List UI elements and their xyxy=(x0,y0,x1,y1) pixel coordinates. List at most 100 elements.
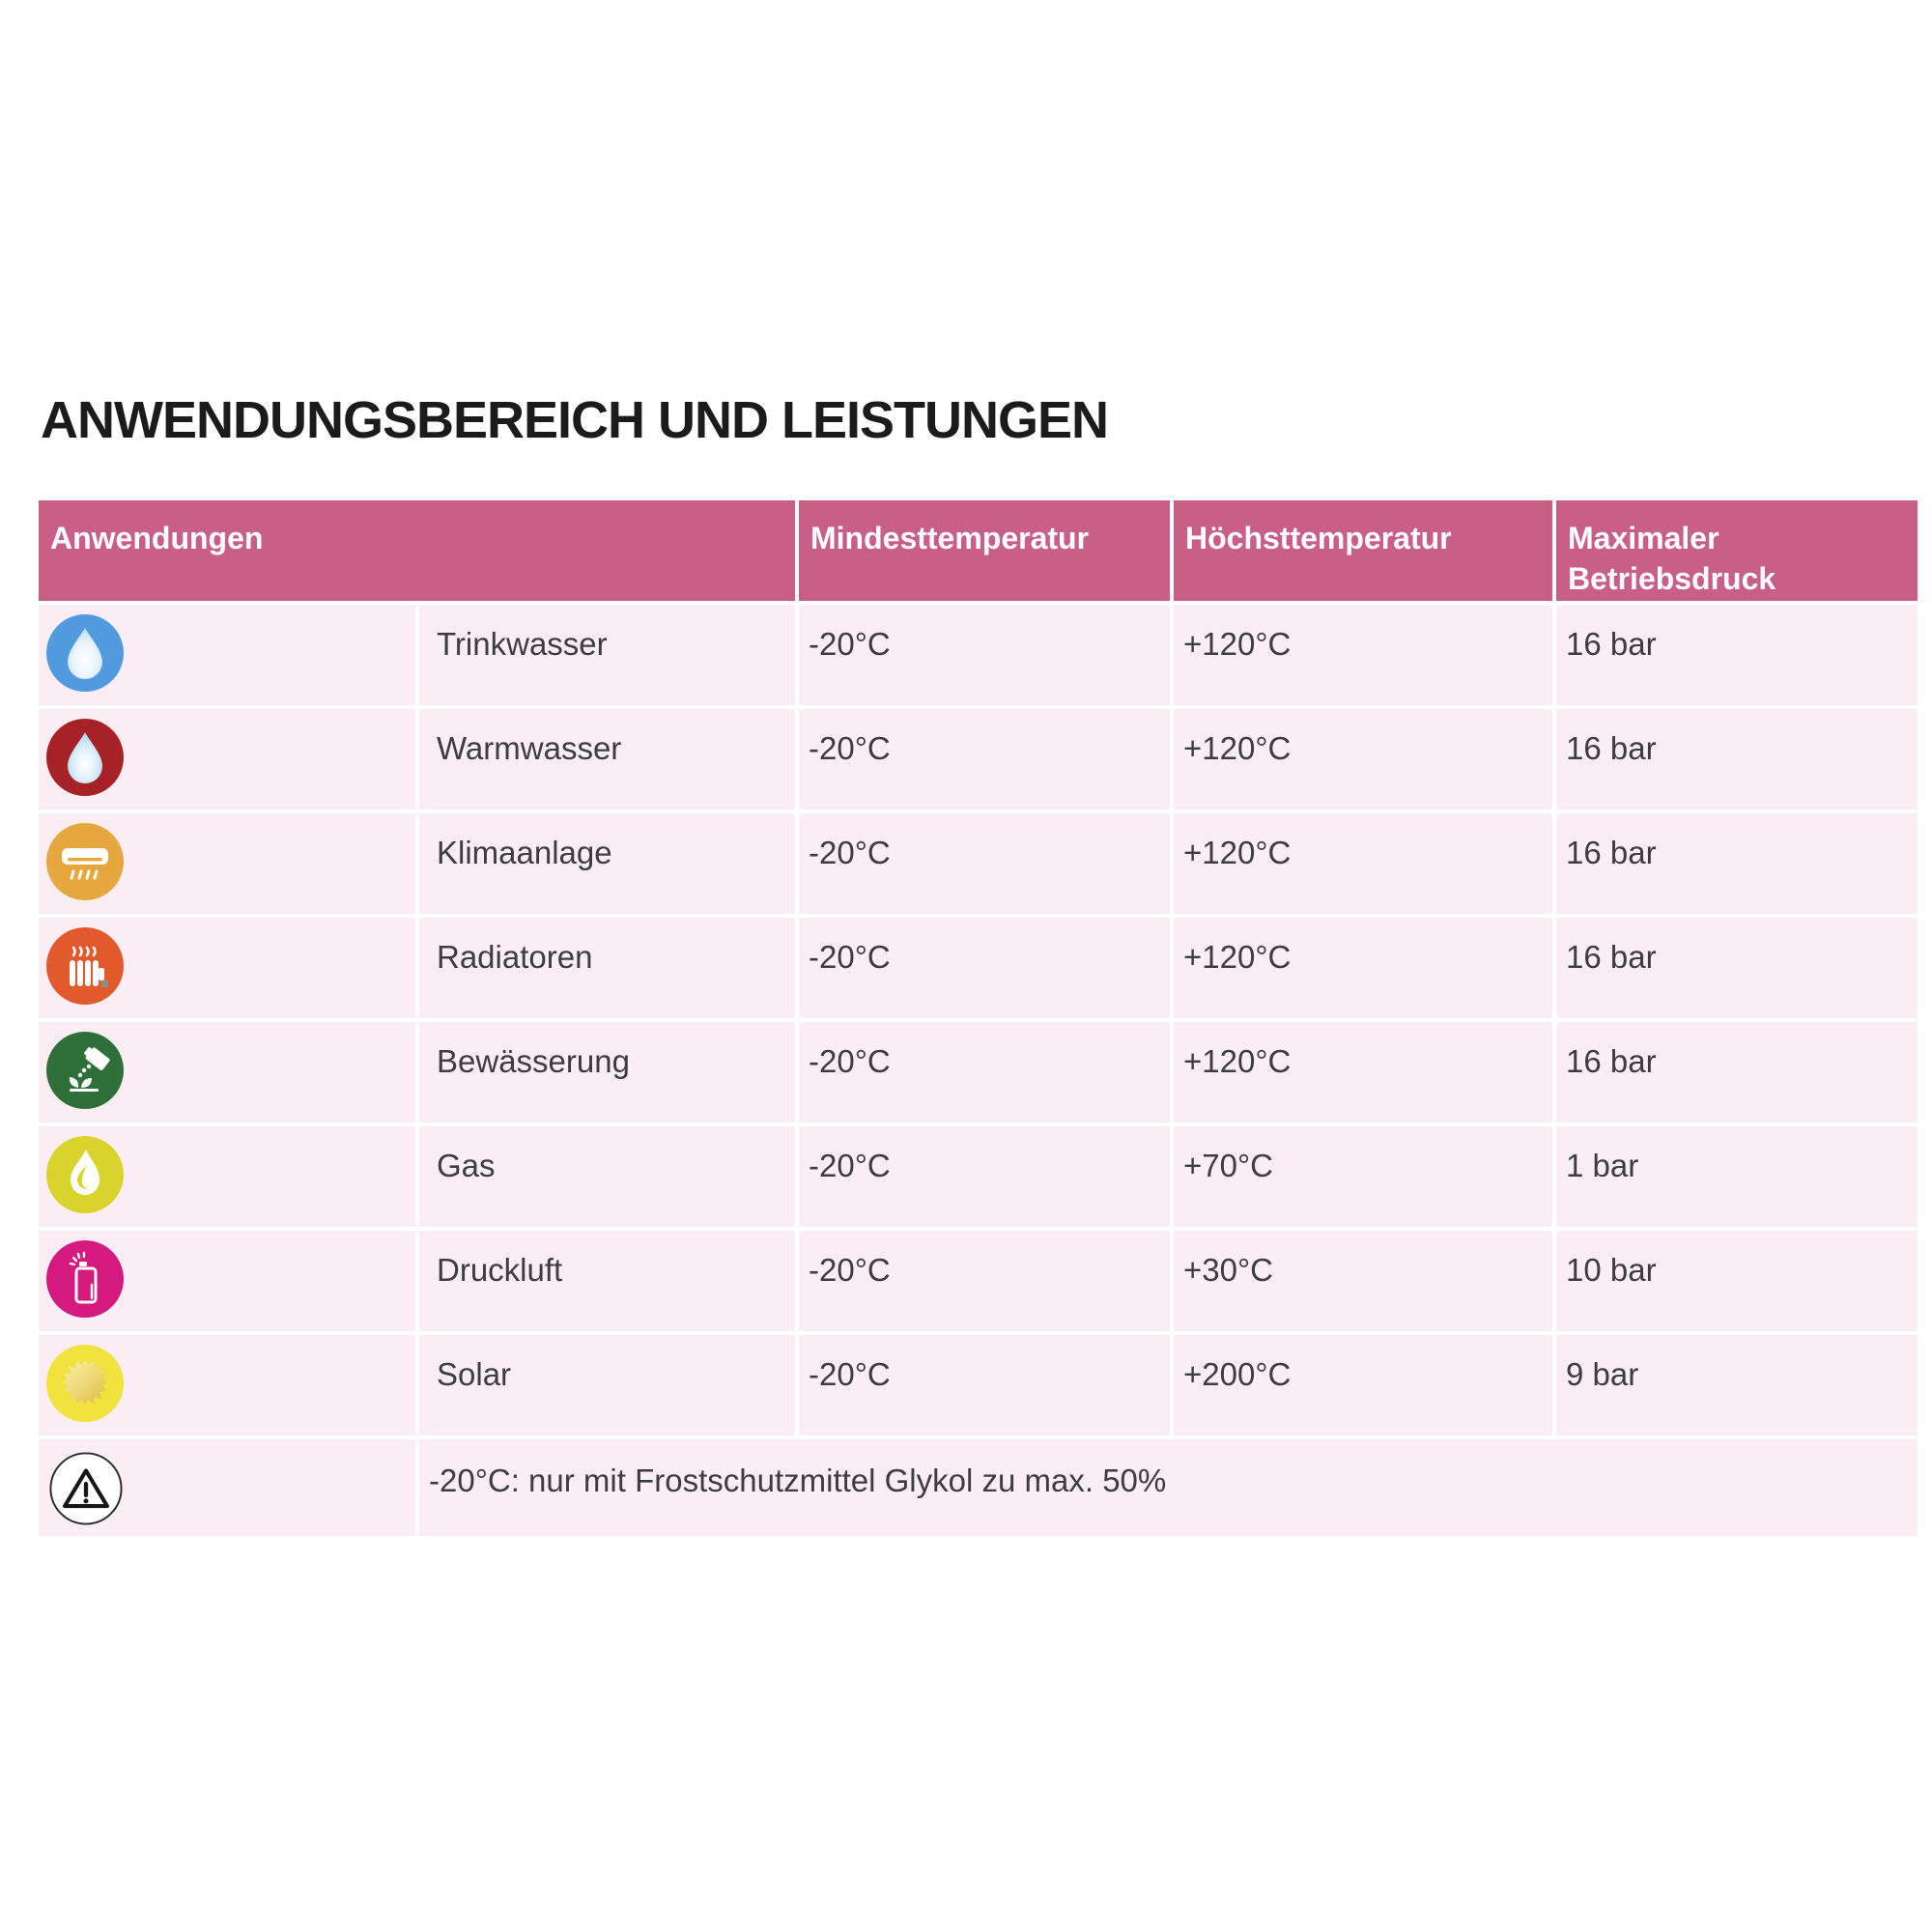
max-pressure-cell: 16 bar xyxy=(1556,709,1918,810)
max-temp-value: +200°C xyxy=(1183,1356,1292,1392)
max-temp-value: +30°C xyxy=(1183,1252,1274,1288)
max-temp-cell: +120°C xyxy=(1174,605,1552,705)
max-pressure-cell: 1 bar xyxy=(1556,1126,1918,1227)
max-temp-cell: +120°C xyxy=(1174,1022,1552,1122)
icon-cell xyxy=(39,605,415,705)
icon-cell xyxy=(39,1126,415,1227)
max-pressure-value: 16 bar xyxy=(1566,835,1657,870)
application-label-cell: Radiatoren xyxy=(419,918,795,1018)
min-temp-cell: -20°C xyxy=(799,709,1170,810)
icon-cell xyxy=(39,1231,415,1331)
icon-cell xyxy=(39,813,415,914)
application-label: Trinkwasser xyxy=(437,626,608,662)
application-label: Warmwasser xyxy=(437,730,622,766)
application-label: Solar xyxy=(437,1356,512,1392)
min-temp-cell: -20°C xyxy=(799,1022,1170,1122)
application-label: Gas xyxy=(437,1148,496,1183)
header-max-temp: Höchsttemperatur xyxy=(1174,500,1552,601)
max-pressure-value: 16 bar xyxy=(1566,626,1657,662)
application-label-cell: Solar xyxy=(419,1335,795,1435)
max-pressure-cell: 16 bar xyxy=(1556,605,1918,705)
table-row: Warmwasser -20°C +120°C 16 bar xyxy=(39,709,1918,810)
header-max-pressure: Maximaler Betriebsdruck xyxy=(1556,500,1918,601)
table-row: Gas -20°C +70°C 1 bar xyxy=(39,1126,1918,1227)
table-row: Solar -20°C +200°C 9 bar xyxy=(39,1335,1918,1435)
spray-can-icon xyxy=(46,1240,124,1318)
min-temp-value: -20°C xyxy=(809,730,891,766)
table-note-row: -20°C: nur mit Frostschutzmittel Glykol … xyxy=(39,1439,1918,1536)
min-temp-cell: -20°C xyxy=(799,813,1170,914)
max-temp-value: +120°C xyxy=(1183,730,1292,766)
table-row: Bewässerung -20°C +120°C 16 bar xyxy=(39,1022,1918,1122)
max-temp-value: +120°C xyxy=(1183,835,1292,870)
max-pressure-cell: 10 bar xyxy=(1556,1231,1918,1331)
icon-cell xyxy=(39,709,415,810)
max-pressure-value: 9 bar xyxy=(1566,1356,1639,1392)
min-temp-value: -20°C xyxy=(809,1356,891,1392)
application-label-cell: Klimaanlage xyxy=(419,813,795,914)
max-temp-cell: +120°C xyxy=(1174,813,1552,914)
min-temp-cell: -20°C xyxy=(799,605,1170,705)
icon-cell xyxy=(39,1335,415,1435)
table-row: Klimaanlage -20°C +120°C 16 bar xyxy=(39,813,1918,914)
icon-cell xyxy=(39,1439,415,1536)
hot-water-drop-icon xyxy=(46,719,124,796)
max-pressure-value: 16 bar xyxy=(1566,730,1657,766)
note-cell: -20°C: nur mit Frostschutzmittel Glykol … xyxy=(419,1439,1918,1536)
application-label: Klimaanlage xyxy=(437,835,612,870)
min-temp-value: -20°C xyxy=(809,1043,891,1079)
table-row: Trinkwasser -20°C +120°C 16 bar xyxy=(39,605,1918,705)
max-temp-cell: +70°C xyxy=(1174,1126,1552,1227)
applications-table: Anwendungen Mindesttemperatur Höchsttemp… xyxy=(39,500,1918,1536)
table-row: Radiatoren -20°C +120°C 16 bar xyxy=(39,918,1918,1018)
min-temp-cell: -20°C xyxy=(799,1126,1170,1227)
min-temp-cell: -20°C xyxy=(799,1231,1170,1331)
application-label-cell: Bewässerung xyxy=(419,1022,795,1122)
min-temp-value: -20°C xyxy=(809,835,891,870)
max-pressure-value: 10 bar xyxy=(1566,1252,1657,1288)
max-temp-value: +120°C xyxy=(1183,626,1292,662)
max-pressure-cell: 16 bar xyxy=(1556,813,1918,914)
min-temp-value: -20°C xyxy=(809,626,891,662)
max-pressure-cell: 16 bar xyxy=(1556,918,1918,1018)
header-min-temp: Mindesttemperatur xyxy=(799,500,1170,601)
max-temp-value: +120°C xyxy=(1183,939,1292,975)
sun-icon xyxy=(46,1345,124,1422)
irrigation-icon xyxy=(46,1032,124,1109)
max-pressure-value: 16 bar xyxy=(1566,1043,1657,1079)
min-temp-value: -20°C xyxy=(809,1148,891,1183)
table-header-row: Anwendungen Mindesttemperatur Höchsttemp… xyxy=(39,500,1918,601)
note-text: -20°C: nur mit Frostschutzmittel Glykol … xyxy=(429,1463,1167,1498)
header-applications: Anwendungen xyxy=(39,500,795,601)
application-label: Radiatoren xyxy=(437,939,593,975)
page-title: ANWENDUNGSBEREICH UND LEISTUNGEN xyxy=(41,391,1109,449)
application-label: Druckluft xyxy=(437,1252,563,1288)
max-temp-value: +70°C xyxy=(1183,1148,1274,1183)
max-temp-cell: +200°C xyxy=(1174,1335,1552,1435)
min-temp-value: -20°C xyxy=(809,939,891,975)
icon-cell xyxy=(39,918,415,1018)
max-temp-value: +120°C xyxy=(1183,1043,1292,1079)
icon-cell xyxy=(39,1022,415,1122)
application-label: Bewässerung xyxy=(437,1043,630,1079)
max-pressure-value: 1 bar xyxy=(1566,1148,1639,1183)
radiator-icon xyxy=(46,927,124,1005)
max-temp-cell: +30°C xyxy=(1174,1231,1552,1331)
application-label-cell: Gas xyxy=(419,1126,795,1227)
min-temp-cell: -20°C xyxy=(799,1335,1170,1435)
max-pressure-value: 16 bar xyxy=(1566,939,1657,975)
max-temp-cell: +120°C xyxy=(1174,918,1552,1018)
max-temp-cell: +120°C xyxy=(1174,709,1552,810)
min-temp-value: -20°C xyxy=(809,1252,891,1288)
table-row: Druckluft -20°C +30°C 10 bar xyxy=(39,1231,1918,1331)
application-label-cell: Druckluft xyxy=(419,1231,795,1331)
air-conditioner-icon xyxy=(46,823,124,900)
warning-icon xyxy=(49,1452,123,1525)
water-drop-icon xyxy=(46,614,124,692)
gas-flame-icon xyxy=(46,1136,124,1213)
max-pressure-cell: 9 bar xyxy=(1556,1335,1918,1435)
min-temp-cell: -20°C xyxy=(799,918,1170,1018)
application-label-cell: Warmwasser xyxy=(419,709,795,810)
max-pressure-cell: 16 bar xyxy=(1556,1022,1918,1122)
